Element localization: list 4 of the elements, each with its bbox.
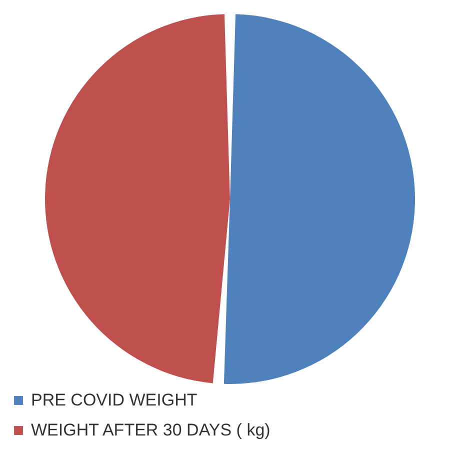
legend-label: PRE COVID WEIGHT xyxy=(31,390,198,410)
pie-slice xyxy=(224,14,415,384)
legend-label: WEIGHT AFTER 30 DAYS ( kg) xyxy=(31,420,270,440)
pie-slice xyxy=(45,14,230,384)
